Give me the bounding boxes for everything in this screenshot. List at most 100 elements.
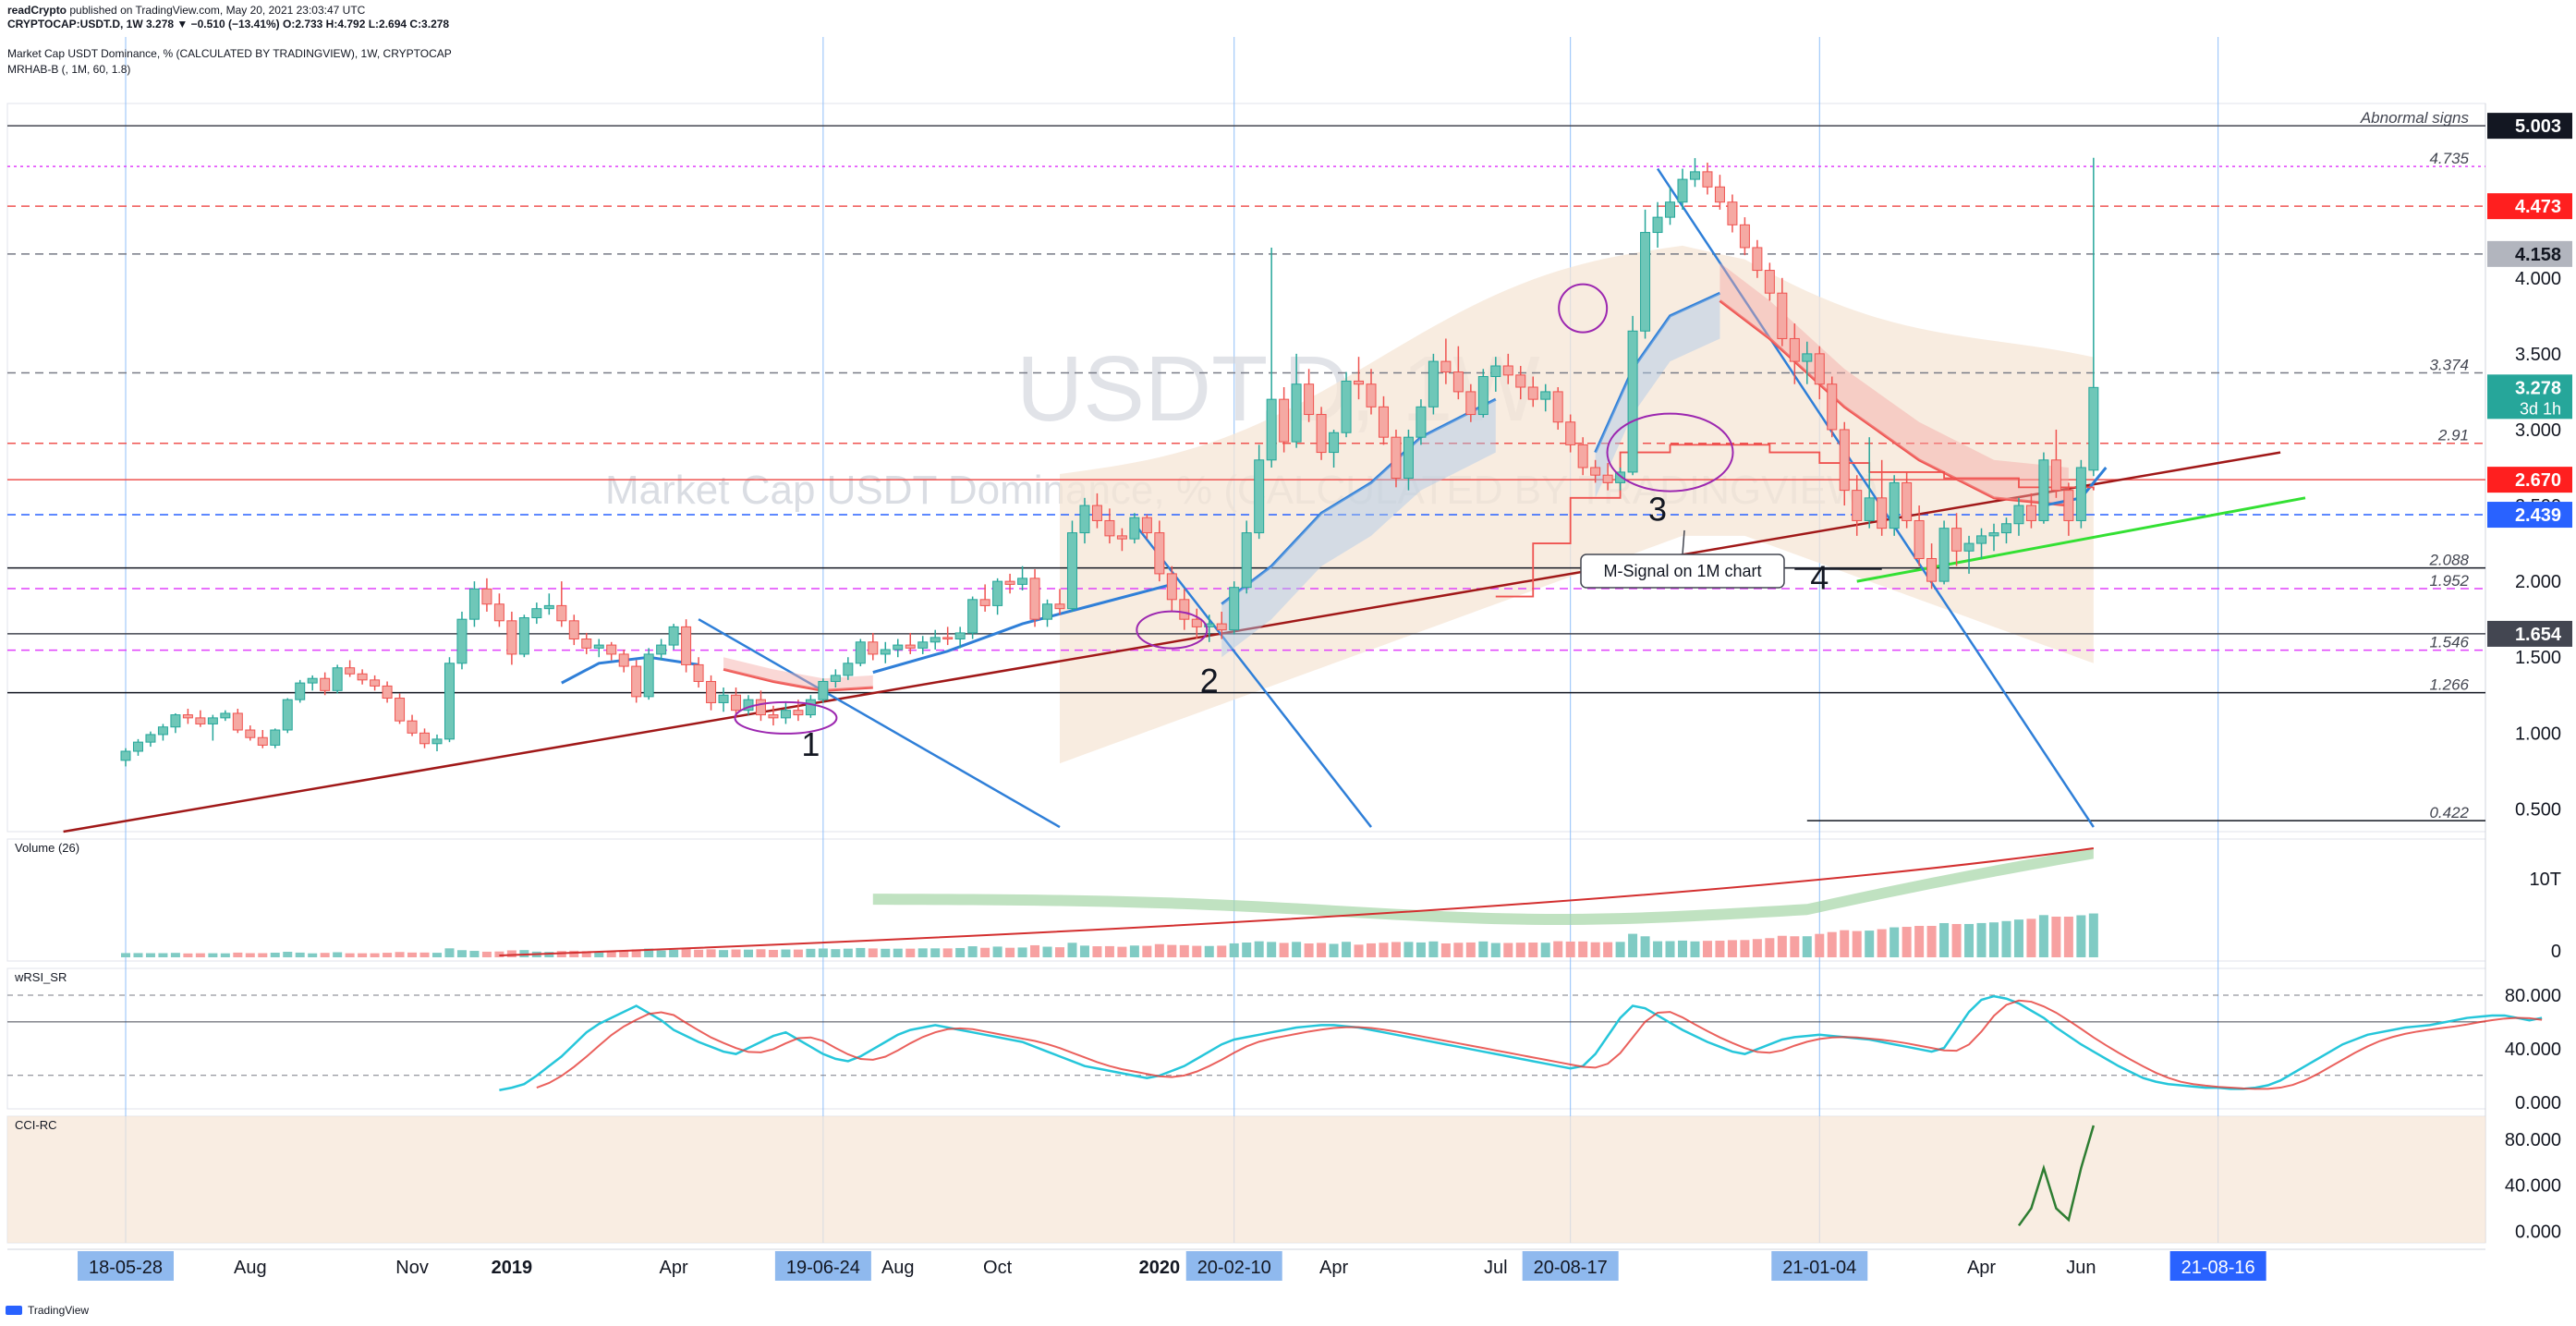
candle-body: [1279, 398, 1290, 443]
candle-body: [419, 732, 431, 745]
price-tag-label-6: 1.654: [2515, 625, 2562, 645]
candle-body: [468, 588, 480, 620]
volume-y-tick: 0: [2551, 942, 2561, 962]
callout-text: M-Signal on 1M chart: [1603, 562, 1761, 580]
y-tick-label: 3.000: [2515, 420, 2561, 441]
volume-bar: [2076, 915, 2086, 957]
volume-bar: [1740, 940, 1750, 957]
circle-mark-1: [734, 700, 838, 735]
candle-body: [2025, 505, 2036, 521]
ma-red-2: [1719, 299, 2070, 507]
time-label-boxed: 18-05-28: [89, 1258, 163, 1278]
footer-brand-label: TradingView: [28, 1304, 90, 1317]
volume-bar: [1279, 943, 1289, 957]
volume-bar: [233, 952, 243, 957]
cci-background: [7, 1116, 2485, 1243]
candle-body: [556, 604, 567, 622]
volume-bar: [432, 953, 442, 957]
candle-body: [1827, 383, 1838, 431]
volume-bar: [1030, 944, 1040, 957]
publisher-text: published on TradingView.com, May 20, 20…: [69, 4, 366, 17]
price-tag-2: [2487, 240, 2572, 267]
candle-body: [1540, 391, 1551, 400]
price-tag-3: [2487, 374, 2572, 420]
candle-body: [1938, 528, 1950, 582]
price-tag-4: [2487, 467, 2572, 493]
volume-bar: [768, 949, 778, 957]
candle-body: [1066, 532, 1077, 610]
volume-bar: [170, 953, 180, 957]
candle-body: [1366, 383, 1377, 408]
candle-body: [855, 641, 866, 664]
volume-bar: [1840, 930, 1850, 957]
candle-body: [942, 637, 954, 640]
volume-bar: [1342, 942, 1352, 957]
candle-body: [1354, 380, 1365, 385]
volume-bar: [1989, 922, 1999, 957]
volume-bar: [955, 947, 966, 957]
downtrend-line-1: [698, 618, 1061, 829]
candle-body: [1129, 517, 1140, 540]
volume-bar: [1603, 942, 1613, 957]
candle-body: [207, 717, 218, 724]
pane-frame-2: [6, 967, 2486, 1110]
time-label-box: [774, 1251, 871, 1281]
volume-trend-line: [499, 847, 2094, 956]
tradingview-logo-icon: [6, 1306, 22, 1315]
candle-body: [718, 694, 729, 703]
volume-bar: [1765, 938, 1775, 957]
downtrend-line-3: [1656, 167, 2095, 828]
candle-body: [868, 641, 879, 655]
candle-body: [693, 663, 704, 682]
publisher-user[interactable]: readCrypto: [7, 4, 67, 17]
volume-bar: [1727, 940, 1737, 957]
volume-bar: [1304, 943, 1314, 957]
volume-bar: [1553, 941, 1563, 957]
y-tick-label: 1.500: [2515, 648, 2561, 668]
candle-body: [1316, 414, 1327, 454]
volume-bar: [1067, 943, 1077, 957]
candle-body: [1665, 201, 1676, 218]
volume-bar: [456, 950, 467, 957]
volume-bar: [1914, 926, 1925, 957]
volume-bar: [1242, 943, 1252, 957]
candle-body: [1341, 380, 1352, 433]
indicator-legend[interactable]: MRHAB-B (, 1M, 60, 1.8): [7, 63, 131, 76]
volume-bar: [992, 946, 1002, 957]
candle-body: [643, 653, 654, 698]
candle-body: [2075, 467, 2086, 521]
candle-body: [1640, 232, 1651, 332]
volume-bar: [270, 953, 280, 957]
candle-body: [1852, 490, 1863, 521]
price-tag-label-1: 4.473: [2515, 197, 2561, 217]
footer-brand[interactable]: TradingView: [6, 1304, 89, 1317]
time-label: Apr: [660, 1258, 688, 1278]
volume-bar: [333, 952, 343, 957]
price-tag-6: [2487, 620, 2572, 647]
candle-body: [1627, 330, 1638, 473]
volume-bar: [1702, 941, 1712, 957]
time-label-box: [1185, 1251, 1282, 1281]
level-label-8: 2.088: [2428, 552, 2469, 569]
ma-red-2-fill: [1719, 262, 2069, 506]
volume-bar: [195, 953, 205, 957]
volume-bar: [1889, 927, 1900, 957]
annotation-number-4: 4: [1810, 558, 1829, 596]
volume-bar: [1204, 945, 1214, 957]
candle-body: [656, 644, 667, 655]
candle-body: [1602, 474, 1613, 483]
volume-bar: [1865, 931, 1875, 957]
candle-body: [1714, 186, 1725, 203]
candle-body: [1902, 481, 1913, 521]
volume-bar: [843, 948, 853, 957]
price-tag-label-0: 5.003: [2515, 116, 2561, 137]
candle-body: [1166, 573, 1177, 601]
time-label-boxed: 19-06-24: [786, 1258, 860, 1278]
candle-body: [1802, 353, 1813, 362]
time-label-box: [2169, 1251, 2266, 1281]
candle-body: [1465, 391, 1476, 416]
volume-bar: [1440, 943, 1451, 957]
candle-body: [481, 588, 492, 605]
volume-bar: [2051, 917, 2061, 957]
